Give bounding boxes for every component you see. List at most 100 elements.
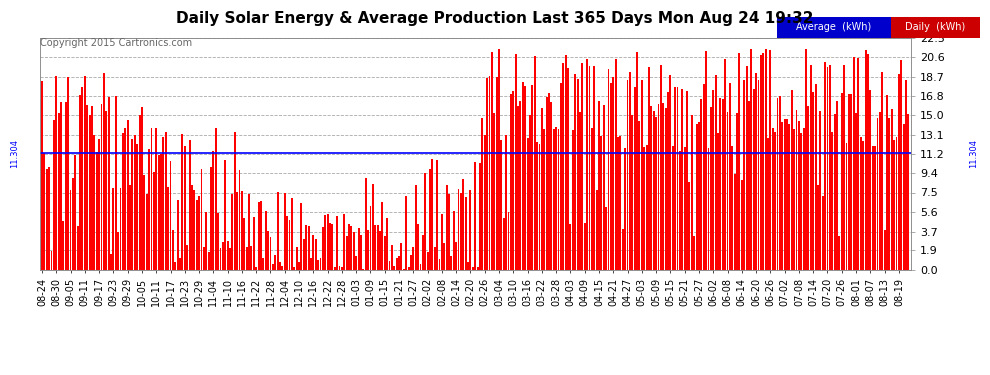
Bar	[829, 64, 831, 270]
Bar	[776, 99, 778, 270]
Bar	[586, 58, 588, 270]
Bar	[684, 147, 686, 270]
Bar	[434, 247, 436, 270]
Bar	[488, 75, 490, 270]
Bar	[520, 100, 522, 270]
Bar	[569, 224, 571, 270]
Bar	[281, 266, 283, 270]
Bar	[600, 136, 602, 270]
Bar	[381, 201, 383, 270]
Bar	[886, 95, 888, 270]
Bar	[288, 220, 290, 270]
Bar	[303, 239, 305, 270]
Bar	[257, 202, 259, 270]
Bar	[339, 266, 341, 270]
Bar	[505, 135, 507, 270]
Bar	[49, 166, 50, 270]
Bar	[496, 77, 498, 270]
Bar	[815, 84, 817, 270]
Bar	[317, 260, 319, 270]
Bar	[634, 87, 636, 270]
Bar	[529, 115, 531, 270]
Bar	[352, 232, 354, 270]
Bar	[629, 72, 631, 270]
Bar	[64, 102, 66, 270]
Bar	[893, 140, 895, 270]
Bar	[176, 200, 178, 270]
Bar	[155, 128, 157, 270]
Bar	[52, 120, 54, 270]
Bar	[532, 86, 534, 270]
Bar	[391, 245, 393, 270]
Bar	[676, 87, 678, 270]
Bar	[769, 50, 771, 270]
Bar	[803, 128, 805, 270]
Bar	[574, 74, 576, 270]
Bar	[541, 108, 543, 270]
Bar	[743, 80, 745, 270]
Bar	[413, 247, 414, 270]
Bar	[625, 148, 626, 270]
Bar	[152, 171, 154, 270]
Bar	[103, 73, 105, 270]
Bar	[627, 80, 629, 270]
Bar	[227, 241, 229, 270]
Bar	[741, 180, 742, 270]
Bar	[715, 75, 717, 270]
Bar	[679, 151, 681, 270]
Bar	[84, 76, 86, 270]
Bar	[560, 83, 562, 270]
Bar	[657, 104, 659, 270]
Bar	[891, 109, 893, 270]
Bar	[444, 243, 446, 270]
Bar	[372, 184, 374, 270]
Bar	[105, 111, 107, 270]
Bar	[564, 55, 566, 270]
Bar	[164, 132, 166, 270]
Bar	[91, 106, 93, 270]
Bar	[313, 235, 314, 270]
Bar	[184, 146, 186, 270]
Bar	[567, 68, 569, 270]
Bar	[201, 169, 202, 270]
Bar	[708, 148, 710, 270]
Bar	[727, 112, 729, 270]
Bar	[139, 115, 141, 270]
Bar	[486, 78, 488, 270]
Bar	[872, 146, 873, 270]
Bar	[491, 52, 493, 270]
Bar	[867, 54, 869, 270]
Bar	[522, 82, 524, 270]
Bar	[172, 230, 174, 270]
Bar	[610, 82, 612, 270]
Bar	[298, 262, 300, 270]
Bar	[160, 154, 162, 270]
Bar	[117, 232, 119, 270]
Bar	[612, 78, 614, 270]
Bar	[550, 102, 552, 270]
Bar	[745, 66, 747, 270]
Bar	[93, 135, 95, 270]
Bar	[191, 186, 193, 270]
Bar	[800, 133, 802, 270]
Bar	[555, 126, 557, 270]
Bar	[337, 216, 339, 270]
Bar	[364, 178, 366, 270]
Bar	[98, 139, 100, 270]
Bar	[655, 117, 657, 270]
Bar	[860, 137, 861, 270]
Bar	[255, 267, 257, 270]
Bar	[857, 58, 859, 270]
Bar	[246, 247, 248, 270]
Bar	[660, 64, 662, 270]
Bar	[584, 222, 586, 270]
Bar	[832, 132, 834, 270]
Bar	[350, 226, 352, 270]
Bar	[639, 121, 641, 270]
Bar	[615, 59, 617, 270]
Bar	[252, 217, 254, 270]
Bar	[388, 261, 390, 270]
Bar	[908, 114, 910, 270]
Bar	[81, 87, 83, 270]
Bar	[672, 146, 674, 270]
